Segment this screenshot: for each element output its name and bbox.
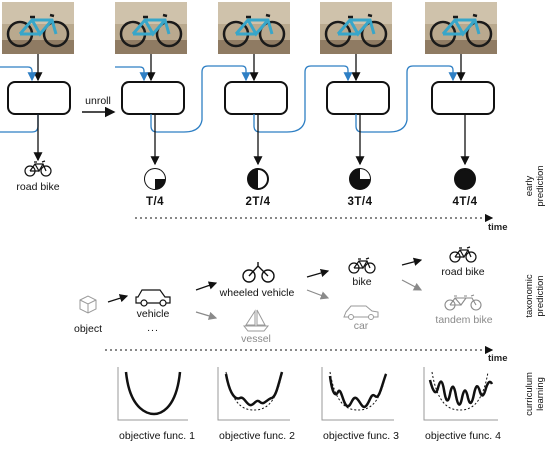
vehicle-to-vessel-arrow (195, 311, 218, 320)
progress-pie-half (247, 168, 269, 190)
model-to-output-arrows (33, 114, 470, 166)
wheeled-vehicle-label: wheeled vehicle (219, 287, 295, 299)
input-image-1 (0, 0, 76, 56)
tandem-bike-icon (444, 294, 482, 311)
input-image-5 (423, 0, 499, 56)
objective-plot-4 (423, 367, 498, 421)
objective-label-2: objective func. 2 (219, 430, 295, 442)
side-label-taxonomic-prediction: taxonomic prediction (524, 274, 546, 318)
object-label: object (73, 323, 103, 335)
object-cube-icon (79, 295, 97, 314)
input-image-4 (318, 0, 394, 56)
tick-2: 2T/4 (245, 196, 271, 208)
car-label: car (353, 320, 369, 332)
tandem-bike-label: tandem bike (435, 314, 493, 326)
tick-4: 4T/4 (452, 196, 478, 208)
tick-3: 3T/4 (347, 196, 373, 208)
object-to-vehicle-arrow (107, 294, 129, 303)
sedan-icon (343, 305, 379, 320)
road-bike-icon (24, 160, 52, 177)
vessel-label: vessel (241, 333, 271, 345)
progress-pie-full (454, 168, 476, 190)
input-image-2 (113, 0, 189, 56)
time-label-top: time (488, 222, 508, 233)
road-bike-taxonomy-label: road bike (441, 266, 485, 278)
road-bike-output-label: road bike (16, 181, 60, 193)
car-icon (135, 289, 171, 307)
bike-to-tandem-arrow (401, 279, 423, 291)
road-bike-icon-taxonomy (449, 246, 477, 263)
objective-plot-3 (321, 367, 394, 421)
bike-label: bike (352, 276, 372, 288)
model-box-1 (121, 81, 185, 115)
objective-label-1: objective func. 1 (119, 430, 195, 442)
model-box-folded (7, 81, 71, 115)
tick-1: T/4 (145, 196, 165, 208)
wheeled-to-bike-arrow (306, 268, 330, 278)
model-box-3 (326, 81, 390, 115)
bike-icon (348, 257, 376, 274)
input-image-3 (216, 0, 292, 56)
wheeled-vehicle-icon (242, 262, 275, 283)
objective-label-4: objective func. 4 (425, 430, 501, 442)
sailboat-icon (242, 309, 270, 332)
vehicle-to-wheeled-arrow (195, 281, 218, 291)
ellipsis-label: ... (147, 322, 159, 334)
image-to-model-arrows (33, 54, 466, 82)
objective-plot-2 (217, 367, 290, 421)
side-label-curriculum-learning: curriculum learning (524, 372, 546, 416)
side-label-early-prediction: early prediction (524, 165, 546, 207)
wheeled-to-car-arrow (306, 289, 330, 300)
objective-label-3: objective func. 3 (323, 430, 399, 442)
model-box-2 (224, 81, 288, 115)
objective-plot-1 (117, 367, 188, 421)
progress-pie-three-quarter (349, 168, 371, 190)
recurrent-arrows (0, 65, 458, 133)
vehicle-label: vehicle (136, 308, 170, 320)
time-label-bottom: time (488, 353, 508, 364)
model-box-4 (431, 81, 495, 115)
unroll-label: unroll (85, 95, 111, 107)
bike-to-roadbike-arrow (401, 257, 423, 266)
progress-pie-quarter (144, 168, 166, 190)
